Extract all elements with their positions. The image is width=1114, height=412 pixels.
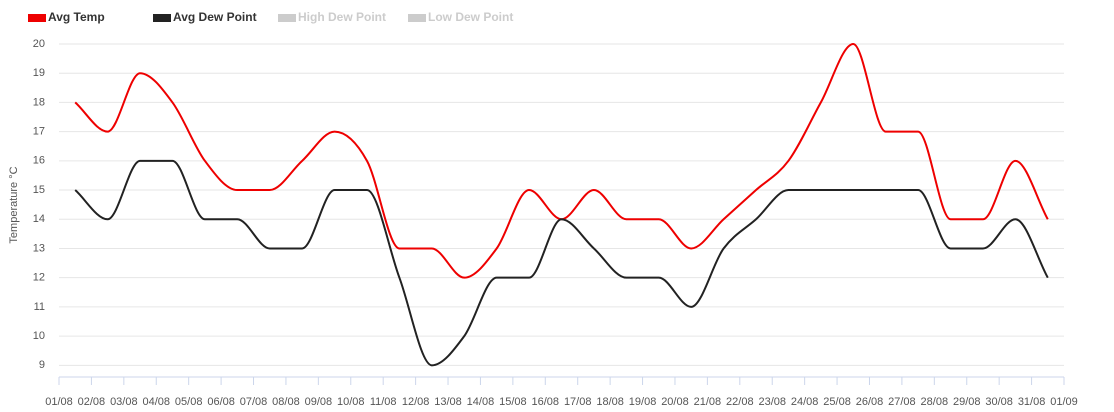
x-tick-label: 08/08	[272, 396, 300, 408]
x-tick-label: 07/08	[240, 396, 268, 408]
line-series	[74, 42, 1049, 279]
x-tick-label: 05/08	[175, 396, 203, 408]
x-tick-label: 16/08	[532, 396, 560, 408]
y-tick-label: 20	[33, 38, 45, 50]
x-tick-label: 23/08	[758, 396, 786, 408]
y-axis-title: Temperature °C	[8, 166, 20, 243]
x-tick-label: 27/08	[888, 396, 916, 408]
x-tick-label: 13/08	[434, 396, 462, 408]
x-tick-label: 15/08	[499, 396, 527, 408]
x-tick-label: 29/08	[953, 396, 981, 408]
y-tick-label: 19	[33, 67, 45, 79]
y-tick-label: 16	[33, 155, 45, 167]
legend-swatch[interactable]	[278, 14, 296, 22]
x-tick-label: 25/08	[823, 396, 851, 408]
x-tick-label: 21/08	[694, 396, 722, 408]
x-tick-label: 30/08	[985, 396, 1013, 408]
y-tick-label: 14	[33, 213, 45, 225]
x-tick-label: 01/08	[45, 396, 73, 408]
y-tick-label: 15	[33, 184, 45, 196]
x-tick-label: 09/08	[305, 396, 333, 408]
legend-label[interactable]: Avg Temp	[48, 10, 105, 24]
x-tick-label: 31/08	[1018, 396, 1046, 408]
legend-label[interactable]: Avg Dew Point	[173, 10, 257, 24]
y-tick-label: 13	[33, 242, 45, 254]
y-tick-label: 10	[33, 330, 45, 342]
x-tick-label: 01/09	[1050, 396, 1078, 408]
legend-swatch[interactable]	[28, 14, 46, 22]
x-tick-label: 10/08	[337, 396, 365, 408]
y-tick-label: 11	[34, 301, 45, 313]
x-tick-label: 11/08	[370, 396, 397, 408]
x-tick-label: 26/08	[856, 396, 884, 408]
y-tick-label: 12	[33, 272, 45, 284]
y-tick-label: 18	[33, 96, 45, 108]
x-tick-label: 14/08	[467, 396, 495, 408]
x-tick-label: 03/08	[110, 396, 138, 408]
x-tick-label: 19/08	[629, 396, 657, 408]
x-tick-label: 22/08	[726, 396, 754, 408]
x-tick-label: 17/08	[564, 396, 592, 408]
x-tick-label: 18/08	[596, 396, 624, 408]
x-tick-label: 24/08	[791, 396, 819, 408]
x-tick-label: 20/08	[661, 396, 689, 408]
legend-label[interactable]: High Dew Point	[298, 10, 386, 24]
line-series	[74, 159, 1049, 367]
legend-label[interactable]: Low Dew Point	[428, 10, 513, 24]
legend-swatch[interactable]	[408, 14, 426, 22]
y-tick-label: 17	[33, 126, 45, 138]
x-tick-label: 02/08	[78, 396, 106, 408]
legend-swatch[interactable]	[153, 14, 171, 22]
y-tick-label: 9	[39, 359, 45, 371]
x-tick-label: 06/08	[207, 396, 235, 408]
x-tick-label: 12/08	[402, 396, 430, 408]
x-tick-label: 04/08	[142, 396, 170, 408]
x-tick-label: 28/08	[921, 396, 949, 408]
